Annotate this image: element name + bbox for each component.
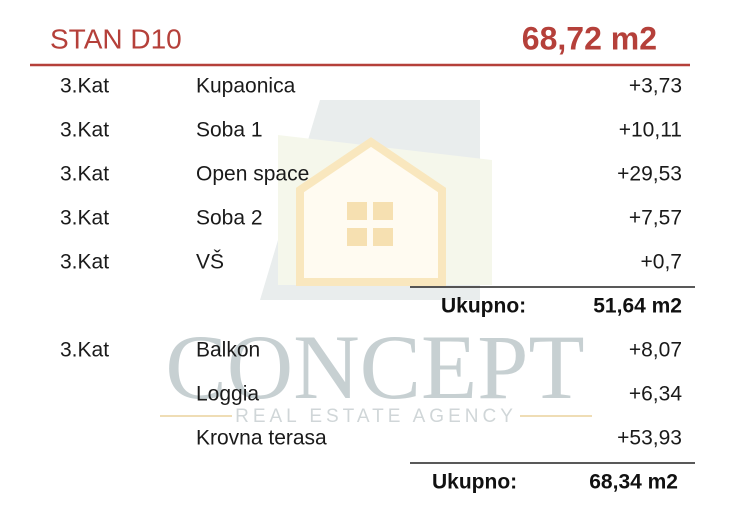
total-value: 51,64 m2 <box>593 295 682 318</box>
room-area: +6,34 <box>629 383 682 406</box>
watermark-name: CONCEPT <box>165 316 584 418</box>
total-value: 68,34 m2 <box>589 471 678 494</box>
floor: 3.Kat <box>60 339 109 362</box>
floor: 3.Kat <box>60 251 109 274</box>
room: Balkon <box>196 339 260 362</box>
room: VŠ <box>196 251 224 274</box>
room: Soba 2 <box>196 207 263 230</box>
room-area: +29,53 <box>617 163 682 186</box>
watermark-window <box>347 202 367 220</box>
room: Loggia <box>196 383 259 406</box>
room: Kupaonica <box>196 75 296 98</box>
watermark: CONCEPT REAL ESTATE AGENCY <box>160 100 592 427</box>
room: Open space <box>196 163 309 186</box>
total-label: Ukupno: <box>441 295 526 318</box>
watermark-window <box>347 228 367 246</box>
room-area: +8,07 <box>629 339 682 362</box>
room-area: +3,73 <box>629 75 682 98</box>
watermark-house <box>296 137 446 286</box>
floor: 3.Kat <box>60 119 109 142</box>
total-area: 68,72 m2 <box>522 20 657 56</box>
floor: 3.Kat <box>60 163 109 186</box>
room: Soba 1 <box>196 119 263 142</box>
watermark-window <box>373 228 393 246</box>
room-area: +53,93 <box>617 427 682 450</box>
room-area: +0,7 <box>641 251 682 274</box>
floor: 3.Kat <box>60 75 109 98</box>
room-area: +10,11 <box>619 119 682 142</box>
title: STAN D10 <box>50 23 182 54</box>
total-label: Ukupno: <box>432 471 517 494</box>
watermark-tagline: REAL ESTATE AGENCY <box>235 406 517 427</box>
room-area: +7,57 <box>629 207 682 230</box>
room: Krovna terasa <box>196 427 327 450</box>
watermark-window <box>373 202 393 220</box>
floor: 3.Kat <box>60 207 109 230</box>
